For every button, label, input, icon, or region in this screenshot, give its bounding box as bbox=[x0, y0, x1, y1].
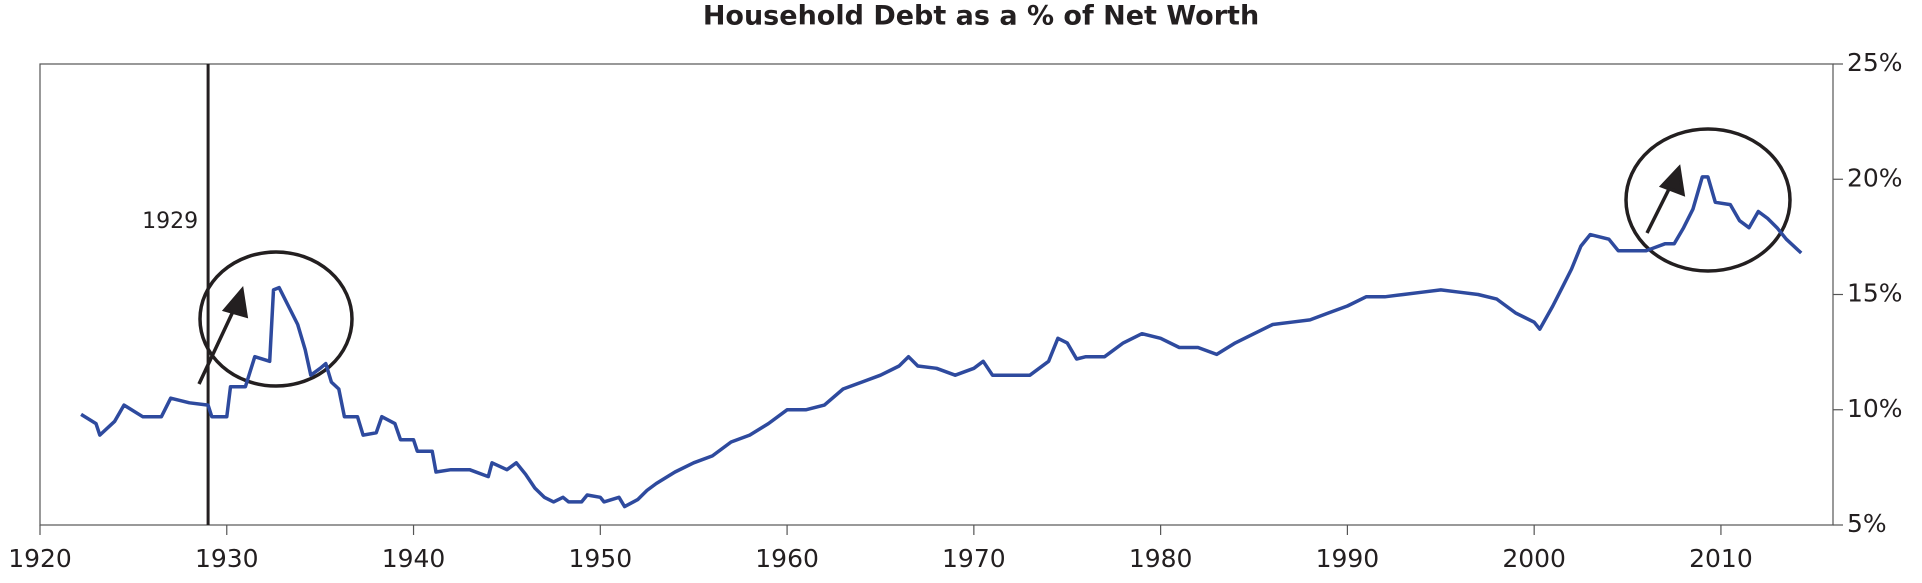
x-tick-label: 1940 bbox=[382, 544, 446, 573]
x-tick-label: 1980 bbox=[1129, 544, 1193, 573]
highlight-circle bbox=[1624, 127, 1792, 273]
x-tick-label: 2010 bbox=[1689, 544, 1753, 573]
arrow-shaft bbox=[197, 304, 238, 385]
x-tick-label: 1990 bbox=[1316, 544, 1380, 573]
x-tick-label: 1970 bbox=[942, 544, 1006, 573]
arrow-head bbox=[1658, 164, 1686, 197]
arrows bbox=[197, 164, 1686, 385]
arrow-head bbox=[221, 285, 249, 319]
y-tick-label: 20% bbox=[1847, 163, 1903, 192]
y-tick-label: 25% bbox=[1847, 48, 1903, 77]
data-line bbox=[80, 175, 1803, 509]
chart-title: Household Debt as a % of Net Worth bbox=[703, 1, 1259, 32]
x-tick-label: 1960 bbox=[755, 544, 819, 573]
x-tick-label: 2000 bbox=[1502, 544, 1566, 573]
y-tick-label: 15% bbox=[1847, 279, 1903, 308]
y-tick-label: 5% bbox=[1847, 509, 1887, 538]
annotation: 1929 bbox=[142, 209, 198, 234]
highlight-circle bbox=[198, 250, 354, 388]
plot-frame bbox=[39, 63, 1834, 526]
x-tick-label: 1920 bbox=[8, 544, 72, 573]
x-tick-label: 1930 bbox=[195, 544, 259, 573]
x-tick-label: 1950 bbox=[569, 544, 633, 573]
y-tick-label: 10% bbox=[1847, 394, 1903, 423]
